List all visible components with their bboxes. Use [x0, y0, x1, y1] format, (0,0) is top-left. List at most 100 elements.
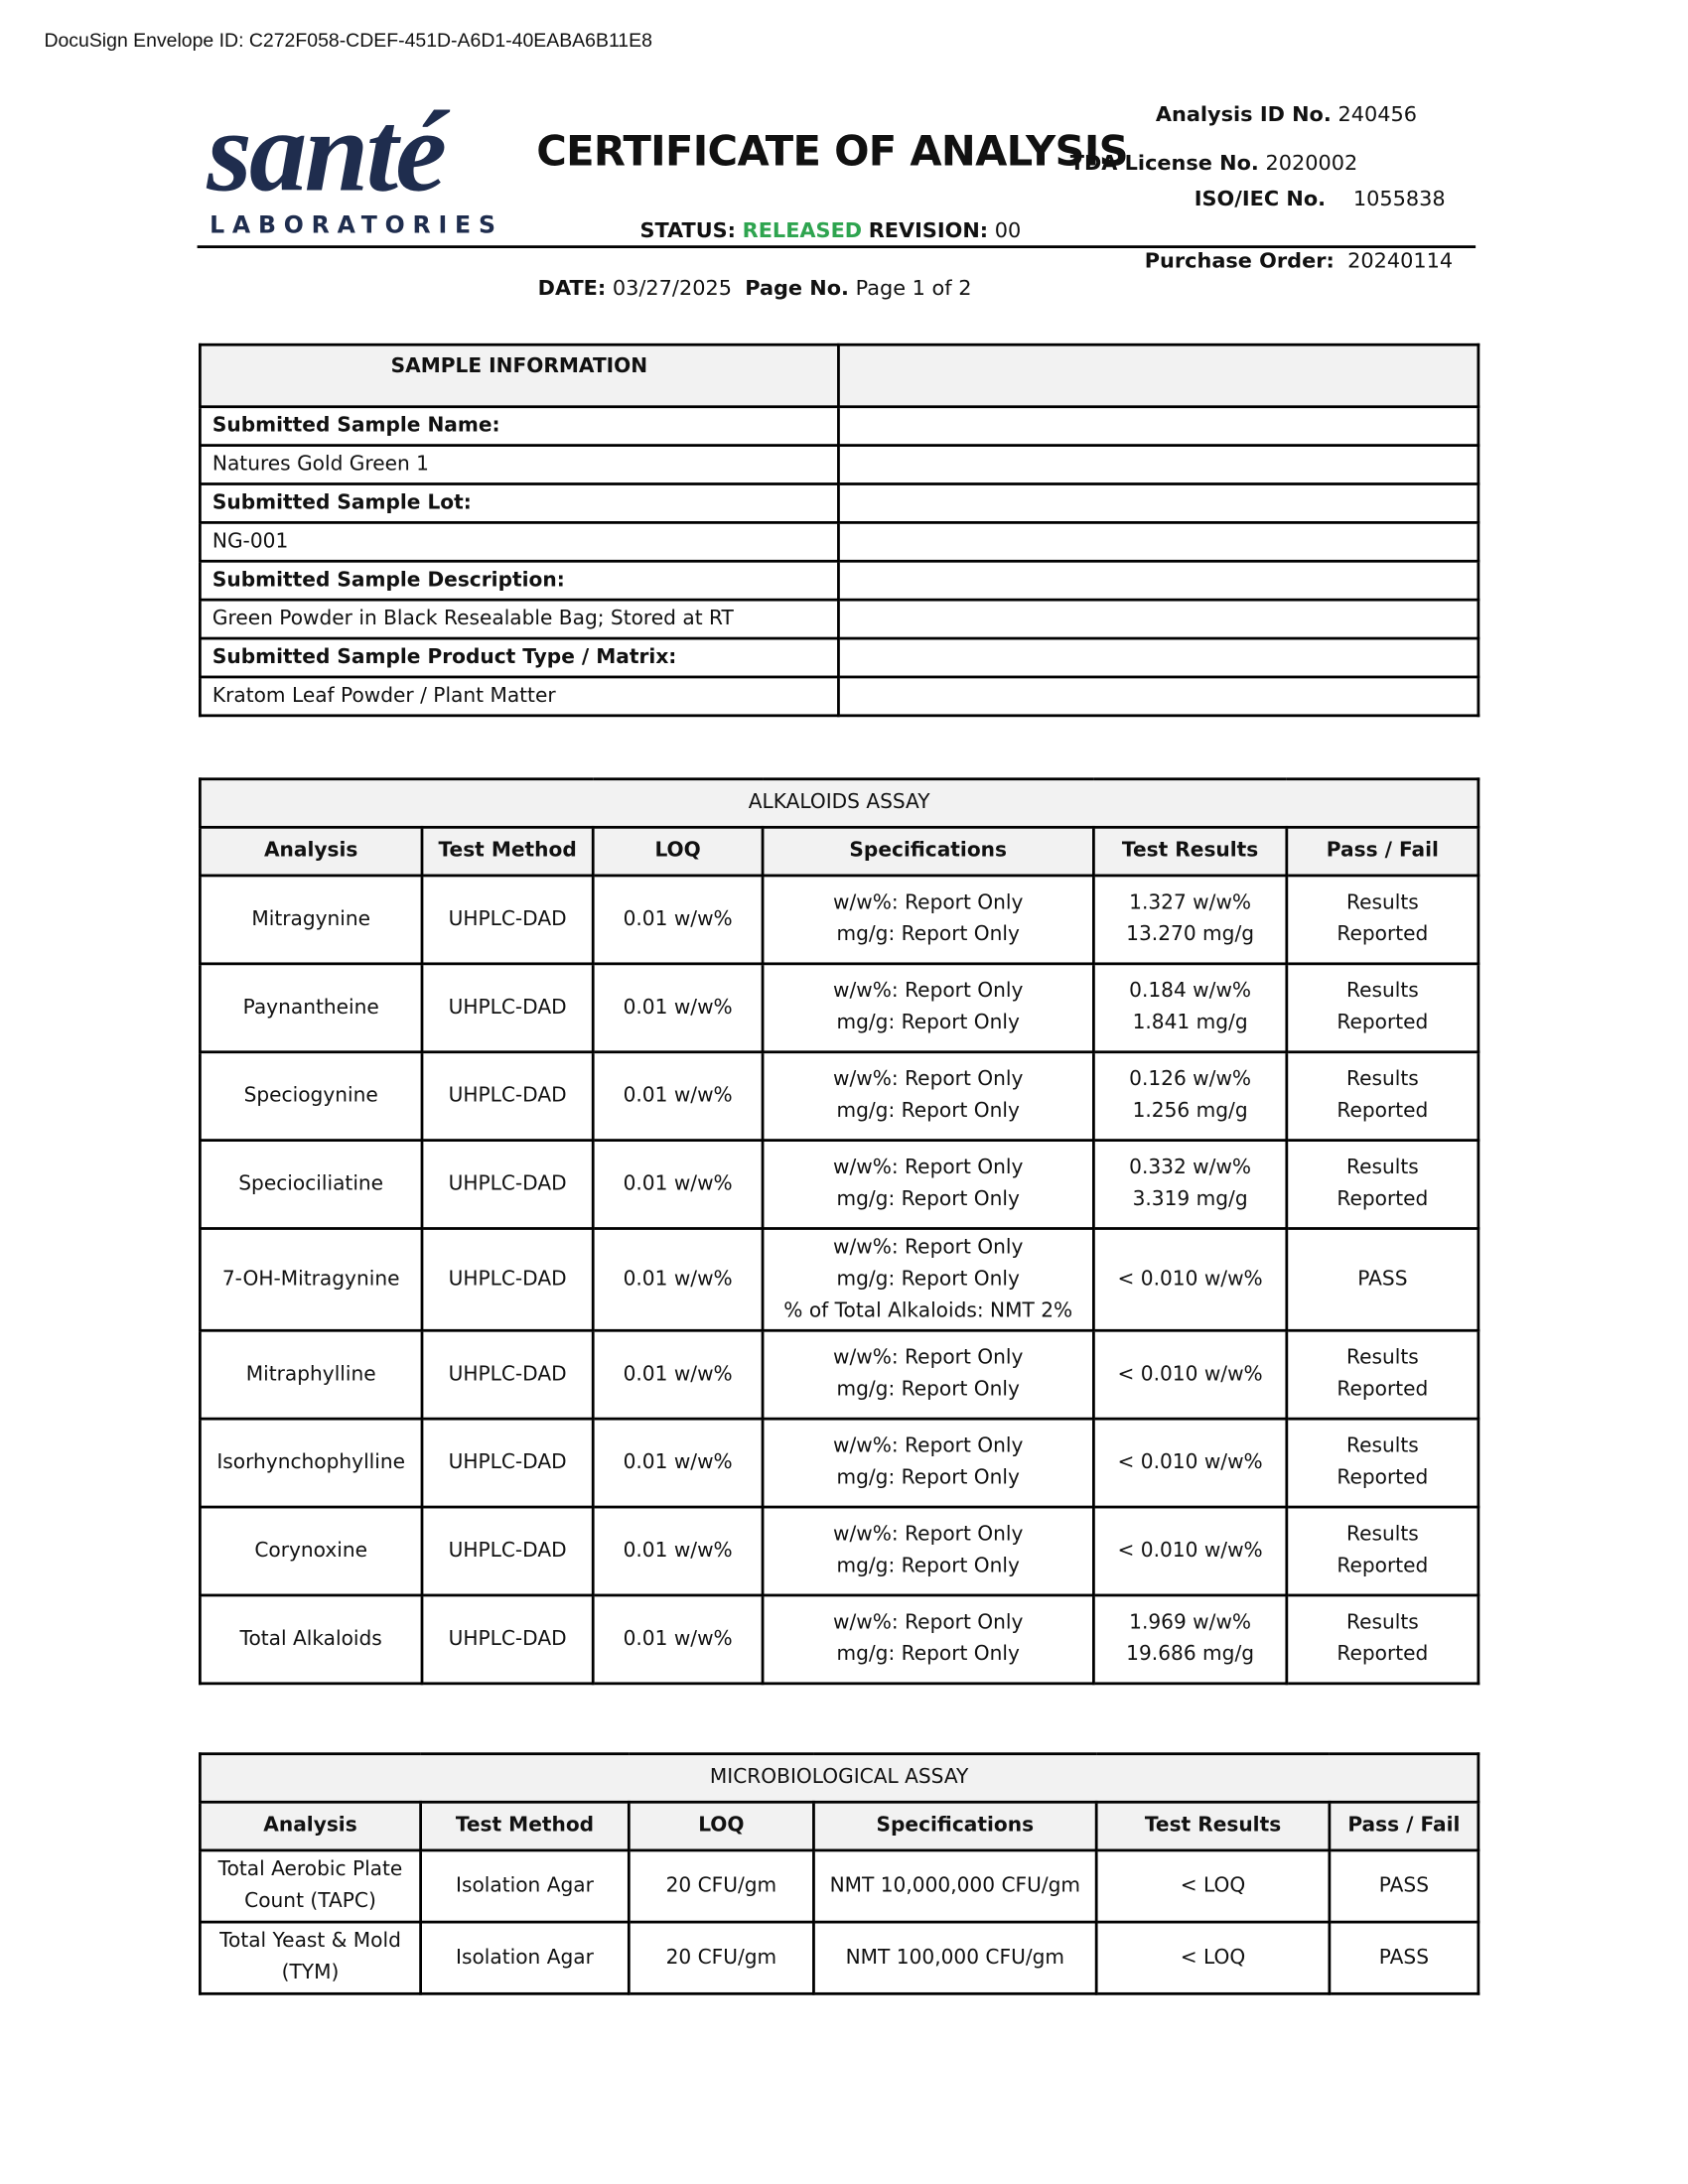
- cell: LOQ: [627, 1800, 815, 1852]
- cell: Pass / Fail: [1328, 1800, 1480, 1852]
- cell-text: Paynantheine: [242, 996, 379, 1019]
- cell-text: < 0.010 w/w%: [1117, 1450, 1263, 1474]
- cell: 0.01 w/w%: [591, 1593, 765, 1686]
- doc-title: CERTIFICATE OF ANALYSIS: [536, 128, 1128, 177]
- label: ISO/IEC No.: [1194, 186, 1327, 211]
- logo-name: santé: [207, 87, 447, 217]
- header-row: SAMPLE INFORMATION: [199, 342, 1480, 409]
- cell: Results Reported: [1285, 1417, 1480, 1509]
- cell: Results Reported: [1285, 1328, 1480, 1421]
- cell-line: 19.686 mg/g: [1126, 1643, 1255, 1666]
- cell-text: Specifications: [849, 839, 1007, 863]
- cell-text: 0.01 w/w%: [623, 1627, 733, 1650]
- cell: w/w%: Report Only mg/g: Report Only: [761, 1417, 1095, 1509]
- cell-text: PASS: [1378, 1874, 1429, 1897]
- cell-line: w/w%: Report Only: [833, 1523, 1024, 1546]
- cell-text: UHPLC-DAD: [448, 1084, 567, 1107]
- cell: w/w%: Report Only mg/g: Report Only: [761, 962, 1095, 1054]
- value: 00: [994, 217, 1022, 243]
- cell: Natures Gold Green 1: [199, 444, 840, 485]
- cell-text: Specifications: [876, 1814, 1035, 1838]
- title-row: ALKALOIDS ASSAY: [198, 777, 1480, 829]
- cell-text: NMT 10,000,000 CFU/gm: [829, 1874, 1081, 1897]
- cell-text: Natures Gold Green 1: [211, 453, 429, 476]
- cell: Mitragynine: [199, 874, 424, 966]
- cell-line: Reported: [1336, 1188, 1429, 1211]
- cell: NMT 100,000 CFU/gm: [812, 1920, 1098, 1995]
- cell: UHPLC-DAD: [420, 1227, 595, 1332]
- cell: Specifications: [812, 1800, 1098, 1852]
- cell: 20 CFU/gm: [627, 1920, 815, 1995]
- cell: Results Reported: [1285, 962, 1480, 1054]
- cell-text: 0.01 w/w%: [623, 907, 733, 930]
- cell-line: mg/g: Report Only: [836, 1643, 1020, 1666]
- cell-line: w/w%: Report Only: [833, 1236, 1024, 1259]
- cell: < 0.010 w/w%: [1092, 1328, 1289, 1421]
- cell-line: 1.327 w/w%: [1129, 891, 1252, 914]
- cell: 0.01 w/w%: [591, 874, 765, 966]
- row: Total Yeast & Mold (TYM) Isolation Agar 20 …: [199, 1920, 1480, 1995]
- cell-text: Isolation Agar: [456, 1874, 594, 1897]
- cell-text: 7-OH-Mitragynine: [221, 1268, 400, 1291]
- cell-line: Results: [1346, 1434, 1419, 1458]
- cell: Speciociliatine: [199, 1139, 424, 1230]
- cell-text: < 0.010 w/w%: [1117, 1539, 1263, 1562]
- cell-text: Mitragynine: [251, 907, 371, 930]
- cell-line: w/w%: Report Only: [833, 1157, 1024, 1179]
- cell-line: w/w%: Report Only: [833, 891, 1024, 914]
- cell: w/w%: Report Only mg/g: Report Only: [761, 874, 1095, 966]
- cell: Submitted Sample Lot:: [199, 482, 840, 524]
- cell-line: Results: [1346, 1611, 1419, 1634]
- cell-line: 1.256 mg/g: [1132, 1100, 1248, 1123]
- header-rule: [197, 245, 1477, 249]
- analysis-id: Analysis ID No. 240456: [1156, 102, 1417, 127]
- cell-line: 1.841 mg/g: [1132, 1012, 1248, 1034]
- cell-text: Kratom Leaf Powder / Plant Matter: [211, 684, 556, 707]
- label: Purchase Order:: [1144, 248, 1335, 273]
- cell-text: Speciociliatine: [238, 1172, 384, 1195]
- cell: w/w%: Report Only mg/g: Report Only: [761, 1505, 1095, 1597]
- cell: 0.01 w/w%: [591, 962, 765, 1054]
- row: Green Powder in Black Resealable Bag; St…: [199, 598, 1480, 640]
- cell-line: 1.969 w/w%: [1129, 1611, 1252, 1634]
- cell-text: LOQ: [654, 839, 701, 863]
- cell: 1.327 w/w% 13.270 mg/g: [1092, 874, 1289, 966]
- row: Isorhynchophylline UHPLC-DAD 0.01 w/w% w/w%…: [199, 1417, 1480, 1509]
- cell: UHPLC-DAD: [420, 1328, 595, 1421]
- cell-line: Results: [1346, 980, 1419, 1003]
- cell-text: Isolation Agar: [456, 1946, 594, 1969]
- cell: Test Results: [1094, 1800, 1332, 1852]
- cell: PASS: [1285, 1227, 1480, 1332]
- cell-line: Reported: [1336, 923, 1429, 946]
- cell: Specifications: [761, 825, 1095, 878]
- value: 03/27/2025: [612, 275, 732, 301]
- status: RELEASED: [742, 217, 863, 243]
- row: Submitted Sample Product Type / Matrix:: [199, 636, 1480, 679]
- cell-text: PASS: [1357, 1268, 1408, 1291]
- cell: Results Reported: [1285, 1593, 1480, 1686]
- logo-sub: LABORATORIES: [210, 211, 503, 240]
- cell-text: Pass / Fail: [1326, 839, 1439, 863]
- cell: Submitted Sample Product Type / Matrix:: [199, 636, 840, 679]
- column-header-row: Analysis Test Method LOQ Specifications Test…: [199, 1800, 1480, 1852]
- cell: UHPLC-DAD: [420, 1505, 595, 1597]
- cell: 7-OH-Mitragynine: [199, 1227, 424, 1332]
- row: 7-OH-Mitragynine UHPLC-DAD 0.01 w/w% w/w%: …: [199, 1227, 1480, 1332]
- tda-license: TDA License No. 2020002: [1070, 150, 1357, 175]
- cell-text: 20 CFU/gm: [665, 1946, 777, 1969]
- row: Paynantheine UHPLC-DAD 0.01 w/w% w/w%: Repo…: [199, 962, 1480, 1054]
- cell-text: UHPLC-DAD: [448, 1627, 567, 1650]
- cell-text: Speciogynine: [243, 1084, 378, 1107]
- cell: 0.126 w/w% 1.256 mg/g: [1092, 1050, 1289, 1143]
- cell: Results Reported: [1285, 1505, 1480, 1597]
- cell: 0.184 w/w% 1.841 mg/g: [1092, 962, 1289, 1054]
- cell: UHPLC-DAD: [420, 962, 595, 1054]
- cell-line: 13.270 mg/g: [1126, 923, 1255, 946]
- row: Corynoxine UHPLC-DAD 0.01 w/w% w/w%: Report…: [199, 1505, 1480, 1597]
- cell-text: < LOQ: [1180, 1874, 1246, 1897]
- row: Speciociliatine UHPLC-DAD 0.01 w/w% w/w%: R…: [199, 1139, 1480, 1230]
- purchase-order: Purchase Order: 20240114: [1145, 248, 1453, 273]
- cell-text: 0.01 w/w%: [623, 1362, 733, 1386]
- cell-text: < LOQ: [1180, 1946, 1246, 1969]
- cell-line: w/w%: Report Only: [833, 1346, 1024, 1370]
